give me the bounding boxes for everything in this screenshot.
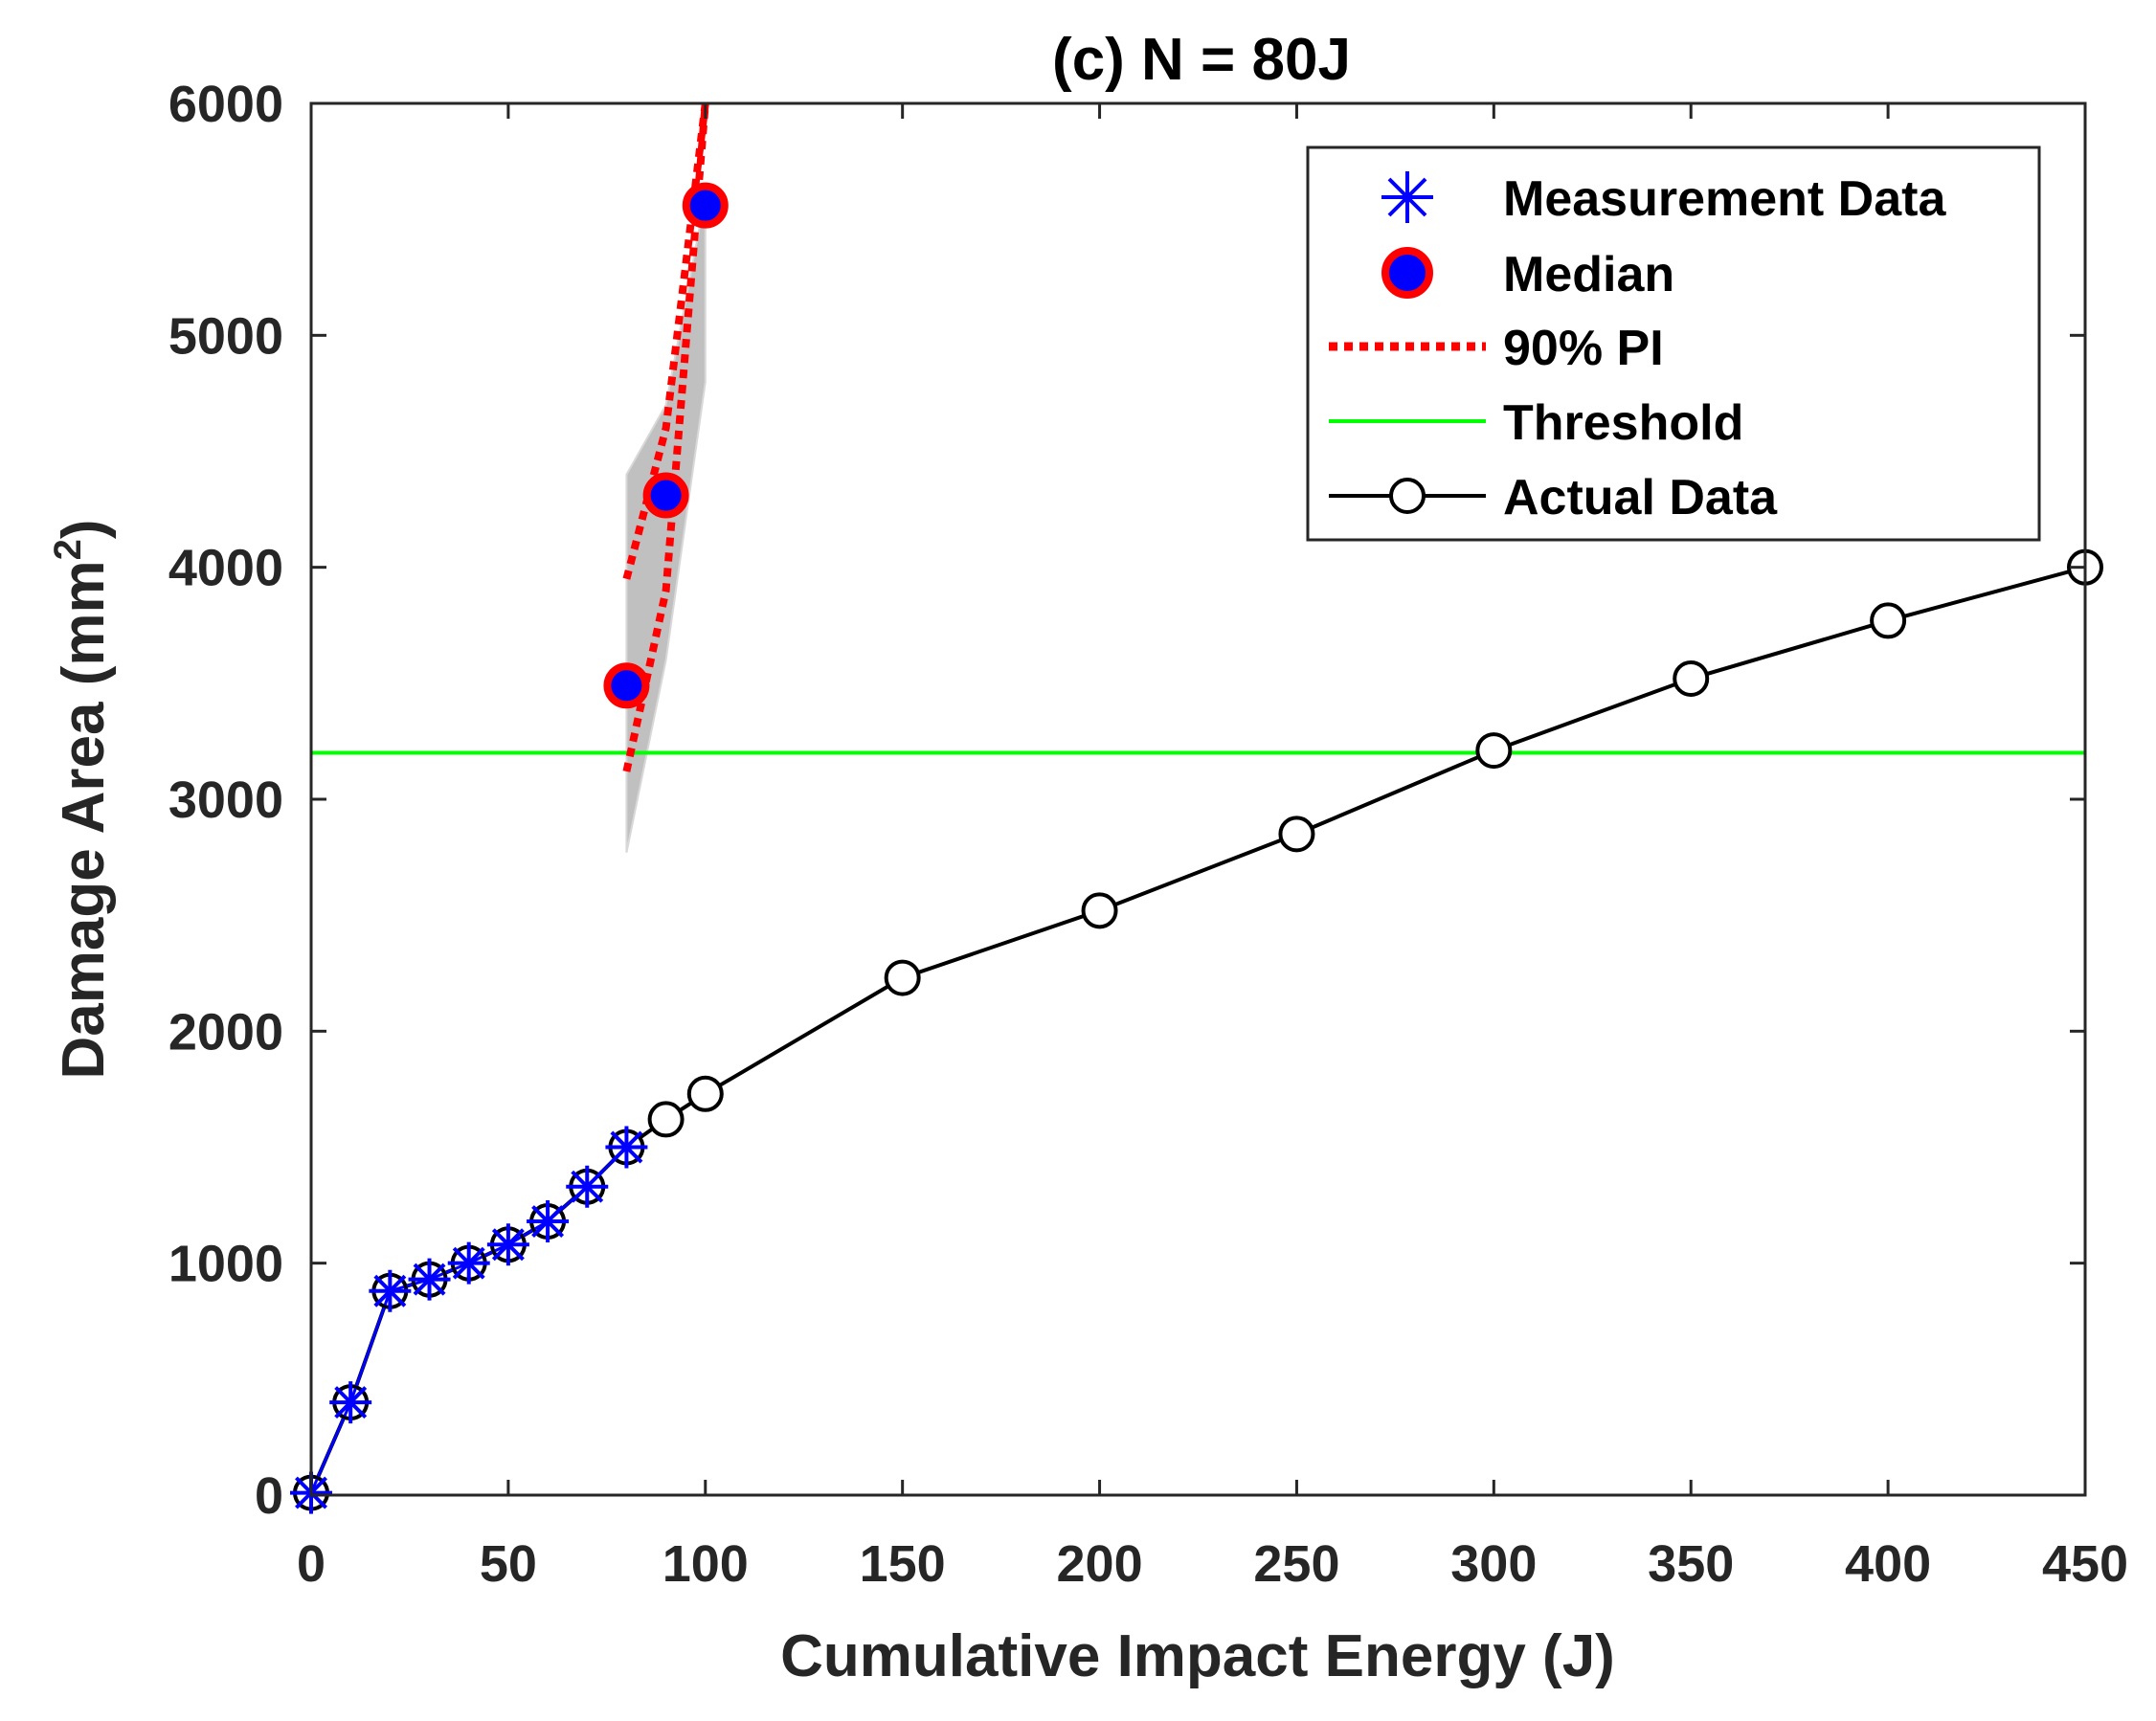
legend-entry-actual: Actual Data xyxy=(1329,470,1778,525)
x-axis: 0 50 100 150 200 250 300 350 400 450 xyxy=(297,103,2128,1593)
measurement-data-point xyxy=(605,1126,648,1169)
actual-data-point xyxy=(1081,892,1118,929)
median-point xyxy=(642,472,689,519)
measurement-data-point xyxy=(527,1200,570,1243)
measurement-data-point xyxy=(447,1241,490,1285)
legend-label-measurement: Measurement Data xyxy=(1503,171,1946,227)
x-axis-label: Cumulative Impact Energy (J) xyxy=(780,1623,1615,1689)
y-tick-label: 2000 xyxy=(168,1003,283,1061)
actual-data-point xyxy=(1475,732,1513,770)
x-tick-label: 200 xyxy=(1057,1535,1143,1593)
y-axis-label-superscript: 2 xyxy=(47,539,89,560)
y-tick-label: 0 xyxy=(255,1467,283,1525)
median-point xyxy=(682,182,729,229)
x-tick-label: 100 xyxy=(663,1535,749,1593)
legend-label-actual: Actual Data xyxy=(1503,470,1778,525)
legend-median-marker xyxy=(1381,247,1433,299)
y-tick-label: 1000 xyxy=(168,1236,283,1293)
x-tick-label: 0 xyxy=(297,1535,326,1593)
legend-entry-threshold: Threshold xyxy=(1329,395,1743,451)
median-point xyxy=(603,662,650,709)
legend-label-pi: 90% PI xyxy=(1503,321,1664,376)
legend-entry-pi: 90% PI xyxy=(1329,321,1664,376)
y-tick-label: 3000 xyxy=(168,771,283,829)
measurement-data-point xyxy=(408,1258,451,1301)
actual-data-point xyxy=(1673,659,1710,697)
y-axis: 0 1000 2000 3000 4000 5000 6000 xyxy=(168,76,2085,1525)
legend: Measurement Data Median 90% PI Threshold… xyxy=(1306,145,2041,542)
x-tick-label: 300 xyxy=(1450,1535,1537,1593)
x-tick-label: 250 xyxy=(1253,1535,1339,1593)
x-tick-label: 50 xyxy=(480,1535,537,1593)
y-tick-label: 4000 xyxy=(168,540,283,597)
legend-label-threshold: Threshold xyxy=(1503,395,1743,451)
legend-entry-measurement: Measurement Data xyxy=(1381,171,1946,227)
x-tick-label: 450 xyxy=(2042,1535,2128,1593)
pi-lower-line xyxy=(622,102,709,772)
x-tick-label: 350 xyxy=(1648,1535,1734,1593)
x-tick-label: 400 xyxy=(1845,1535,1931,1593)
y-axis-label-main: Damage Area (mm xyxy=(51,560,117,1079)
legend-actual-marker xyxy=(1389,478,1426,514)
y-tick-label: 6000 xyxy=(168,76,283,133)
actual-data-point xyxy=(647,1101,685,1138)
legend-asterisk-marker xyxy=(1381,171,1433,223)
actual-data-point xyxy=(1278,816,1315,853)
actual-data-point xyxy=(1870,602,1907,639)
legend-box xyxy=(1306,145,2041,542)
chart-title: (c) N = 80J xyxy=(1052,27,1351,93)
x-tick-label: 150 xyxy=(860,1535,946,1593)
y-tick-label: 5000 xyxy=(168,307,283,365)
y-axis-label: Damage Area (mm2) xyxy=(47,519,117,1079)
measurement-data-point xyxy=(486,1223,529,1266)
legend-entry-median: Median xyxy=(1381,247,1674,302)
measurement-data-series xyxy=(290,1126,648,1514)
actual-data-point xyxy=(884,959,921,996)
measurement-data-point xyxy=(369,1269,412,1312)
y-axis-label-end: ) xyxy=(51,519,117,539)
measurement-data-point xyxy=(329,1381,372,1424)
actual-data-point xyxy=(686,1075,724,1112)
measurement-data-point xyxy=(566,1165,609,1208)
median-series xyxy=(603,182,729,709)
legend-label-median: Median xyxy=(1503,247,1674,302)
